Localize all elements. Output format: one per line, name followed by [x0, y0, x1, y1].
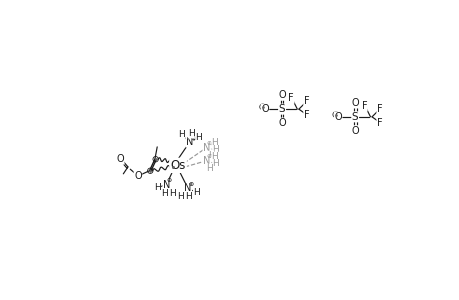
Text: ⊕: ⊕	[207, 154, 212, 159]
Text: O: O	[134, 171, 141, 181]
Text: O: O	[116, 154, 124, 164]
Text: ⊕: ⊕	[167, 178, 172, 183]
Text: H: H	[211, 152, 218, 160]
Text: F: F	[376, 118, 382, 128]
Text: H: H	[206, 164, 213, 173]
Text: H: H	[161, 189, 168, 198]
Text: ⊕: ⊕	[188, 182, 193, 187]
Text: ⊕: ⊕	[207, 141, 212, 146]
Text: O: O	[261, 104, 268, 114]
Text: F: F	[303, 110, 309, 120]
Text: F: F	[376, 104, 382, 114]
Text: H: H	[212, 146, 218, 154]
Text: S: S	[351, 112, 358, 122]
Text: N: N	[184, 184, 191, 194]
Text: N: N	[185, 137, 193, 147]
Text: H: H	[185, 192, 192, 201]
Text: H: H	[169, 189, 176, 198]
Text: O: O	[278, 118, 285, 128]
Text: O: O	[334, 112, 341, 122]
Text: H: H	[193, 188, 199, 197]
Text: H: H	[211, 138, 218, 147]
Text: F: F	[288, 93, 293, 103]
Text: ⊕: ⊕	[190, 136, 195, 141]
Text: O: O	[351, 126, 358, 136]
Text: O: O	[278, 90, 285, 100]
Text: H: H	[207, 151, 214, 160]
Text: F: F	[361, 101, 366, 111]
Text: N: N	[162, 180, 170, 190]
Text: H: H	[177, 192, 183, 201]
Text: H: H	[153, 183, 160, 192]
Text: O: O	[351, 98, 358, 108]
Text: N: N	[202, 156, 210, 166]
Text: Os: Os	[170, 159, 185, 172]
Text: F: F	[303, 96, 309, 106]
Text: N: N	[202, 143, 210, 153]
Text: S: S	[278, 104, 285, 114]
Text: H: H	[187, 129, 194, 138]
Text: H: H	[195, 133, 202, 142]
Text: H: H	[212, 159, 218, 168]
Text: H: H	[178, 130, 185, 139]
